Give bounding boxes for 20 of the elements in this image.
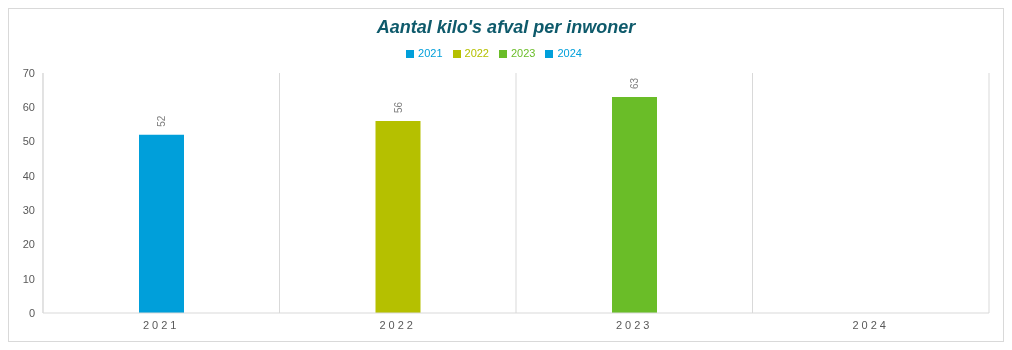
legend-label: 2023 (511, 47, 536, 59)
y-tick-label: 40 (22, 169, 35, 182)
data-label: 63 (629, 77, 640, 89)
y-tick-label: 60 (22, 101, 35, 114)
legend-label: 2024 (557, 47, 582, 59)
y-tick-label: 0 (28, 306, 35, 319)
x-tick-label: 2023 (616, 318, 653, 331)
y-tick-label: 20 (22, 238, 35, 251)
y-tick-label: 10 (22, 272, 35, 285)
y-tick-label: 70 (22, 66, 35, 79)
legend-label: 2021 (418, 47, 443, 59)
x-tick-label: 2024 (852, 318, 889, 331)
data-label: 52 (156, 115, 167, 127)
y-tick-label: 30 (22, 204, 35, 217)
x-tick-label: 2021 (143, 318, 180, 331)
data-label: 56 (392, 101, 404, 113)
chart-title: Aantal kilo's afval per inwoner (375, 16, 637, 39)
legend-label: 2022 (464, 47, 489, 59)
x-tick-label: 2022 (379, 318, 416, 331)
y-tick-label: 50 (22, 135, 35, 148)
